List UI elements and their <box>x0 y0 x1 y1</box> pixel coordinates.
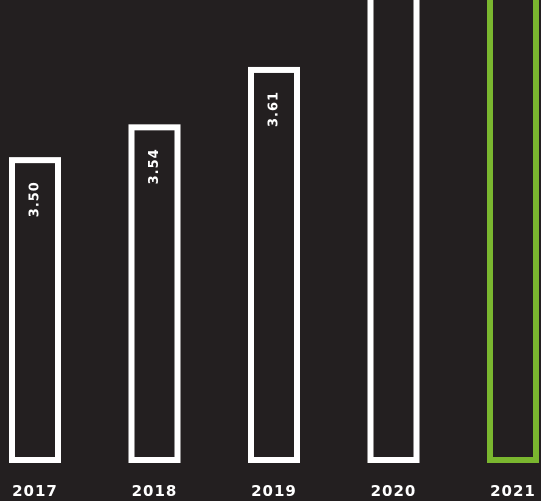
category-label-2019: 2019 <box>251 482 297 500</box>
value-label-2017: 3.50 <box>28 181 43 217</box>
value-label-2019: 3.61 <box>267 91 282 127</box>
category-label-2018: 2018 <box>132 482 178 500</box>
category-label-2021: 2021 <box>490 482 536 500</box>
bar-2020 <box>367 0 420 464</box>
value-labels-group: 3.503.543.613.833.88 <box>28 91 282 217</box>
value-label-2018: 3.54 <box>147 148 162 184</box>
category-label-2020: 2020 <box>371 482 417 500</box>
category-labels-group: 2017 2018 2019 2020 2021 <box>12 482 536 500</box>
bars-group <box>9 0 539 464</box>
bar-2018 <box>128 124 181 463</box>
bar-2019 <box>248 66 300 463</box>
bar-2021 <box>487 0 539 464</box>
category-label-2017: 2017 <box>12 482 58 500</box>
bar-2017 <box>9 157 61 463</box>
